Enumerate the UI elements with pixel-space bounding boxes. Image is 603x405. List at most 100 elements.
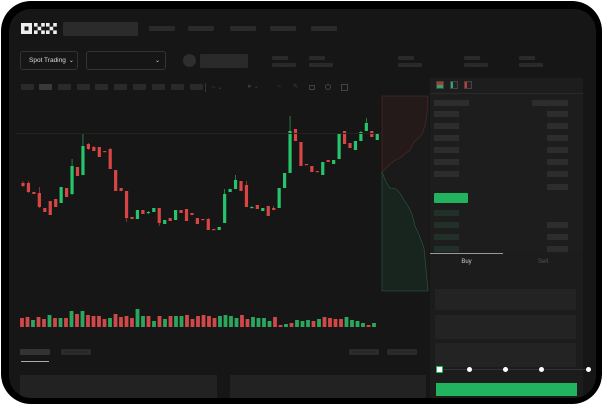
book-view-both-icon[interactable] — [436, 81, 444, 89]
candle-body — [75, 167, 80, 176]
candle — [141, 210, 145, 214]
nav-item[interactable] — [149, 26, 175, 31]
volume-bar — [229, 316, 233, 327]
candle-body — [195, 218, 199, 224]
amount-input[interactable] — [435, 315, 576, 339]
candle — [146, 211, 150, 214]
candle — [315, 171, 319, 173]
candle-body — [375, 134, 379, 140]
candle-body — [70, 166, 74, 194]
candle — [244, 181, 249, 207]
candle-body — [337, 133, 341, 159]
depth-asks-area — [381, 95, 429, 173]
book-view-bids-icon[interactable] — [450, 81, 458, 89]
price-input[interactable] — [435, 289, 576, 310]
slider-step-100[interactable] — [586, 367, 591, 372]
timeframe-button[interactable] — [95, 84, 108, 90]
ask-amount — [547, 111, 568, 117]
bid-amount — [547, 246, 568, 252]
volume-bar — [58, 318, 63, 327]
candle — [48, 201, 52, 215]
fullscreen-icon[interactable] — [341, 84, 348, 91]
candle-body — [157, 208, 161, 223]
orders-card — [230, 375, 426, 398]
volume-bar — [300, 321, 305, 327]
candle-body — [288, 131, 292, 173]
candle — [337, 133, 341, 159]
candle-body — [201, 219, 205, 221]
timeframe-button[interactable] — [190, 84, 203, 90]
stat-value — [464, 63, 488, 67]
indicator-tool-icon[interactable]: ∼ ⌄ — [211, 85, 223, 91]
tab-open-orders[interactable] — [20, 349, 50, 355]
ask-amount — [547, 184, 568, 190]
volume-bar — [75, 314, 79, 327]
pair-dropdown[interactable]: ⌄ — [86, 51, 166, 70]
candlestick-chart[interactable] — [9, 9, 596, 398]
account-item[interactable] — [312, 26, 337, 31]
total-input[interactable] — [435, 343, 576, 367]
tab-sell[interactable]: Sell — [537, 259, 548, 265]
market-dropdown[interactable]: Spot Trading ⌄ — [20, 51, 78, 70]
candle-body — [190, 213, 194, 215]
volume-bar — [328, 318, 332, 327]
slider-step-25[interactable] — [467, 367, 472, 372]
timeframe-button[interactable] — [114, 84, 127, 90]
timeframe-button[interactable] — [21, 84, 34, 90]
candle — [206, 218, 210, 230]
volume-bar — [130, 318, 134, 327]
timeframe-button[interactable] — [133, 84, 146, 90]
tab-underline — [21, 361, 49, 362]
candle — [288, 116, 292, 173]
candle — [212, 229, 216, 231]
volume-bar — [185, 315, 189, 327]
candle-body — [119, 188, 123, 191]
candle-body — [21, 183, 25, 186]
chevron-down-icon: ⌄ — [68, 58, 74, 64]
camera-icon[interactable] — [309, 85, 315, 90]
settings-icon[interactable] — [325, 84, 331, 90]
timeframe-button[interactable] — [171, 84, 184, 90]
volume-bar — [322, 317, 327, 327]
amount-slider[interactable] — [436, 366, 591, 374]
filter-button[interactable] — [387, 349, 417, 355]
line-tool-icon[interactable]: ∼ — [277, 84, 283, 90]
candle-body — [114, 170, 118, 191]
filter-button[interactable] — [349, 349, 379, 355]
nav-item[interactable] — [230, 26, 256, 31]
candle-body — [108, 149, 112, 169]
timeframe-button[interactable] — [58, 84, 71, 90]
slider-step-75[interactable] — [539, 367, 544, 372]
candle — [86, 143, 90, 150]
candle-body — [293, 129, 298, 141]
nav-item[interactable] — [188, 26, 214, 31]
candle — [70, 159, 74, 195]
timeframe-button[interactable] — [39, 84, 52, 90]
candle — [75, 167, 80, 176]
tab-buy[interactable]: Buy — [461, 259, 472, 265]
nav-item[interactable] — [270, 26, 296, 31]
candle-body — [315, 171, 319, 173]
slider-handle[interactable] — [436, 366, 443, 373]
tab-order-history[interactable] — [61, 349, 91, 355]
buy-submit-button[interactable] — [436, 383, 577, 396]
search-bar[interactable] — [63, 22, 138, 36]
timeframe-button[interactable] — [152, 84, 165, 90]
timeframe-button[interactable] — [77, 84, 90, 90]
candle — [239, 181, 243, 191]
depth-bids-area — [381, 171, 429, 292]
candle-body — [342, 131, 347, 144]
volume-bar — [152, 321, 156, 327]
okx-logo[interactable] — [21, 23, 57, 34]
draw-tool-icon[interactable]: ➤ ⌄ — [247, 84, 259, 90]
candle-body — [206, 219, 210, 230]
book-view-asks-icon[interactable] — [464, 81, 472, 89]
slider-step-50[interactable] — [503, 367, 508, 372]
volume-bar — [289, 323, 294, 327]
pen-icon[interactable]: ✎ — [293, 84, 299, 90]
stat-label — [272, 56, 288, 60]
candle-body — [223, 194, 227, 223]
candle-body — [261, 208, 265, 211]
price-display — [200, 54, 248, 68]
